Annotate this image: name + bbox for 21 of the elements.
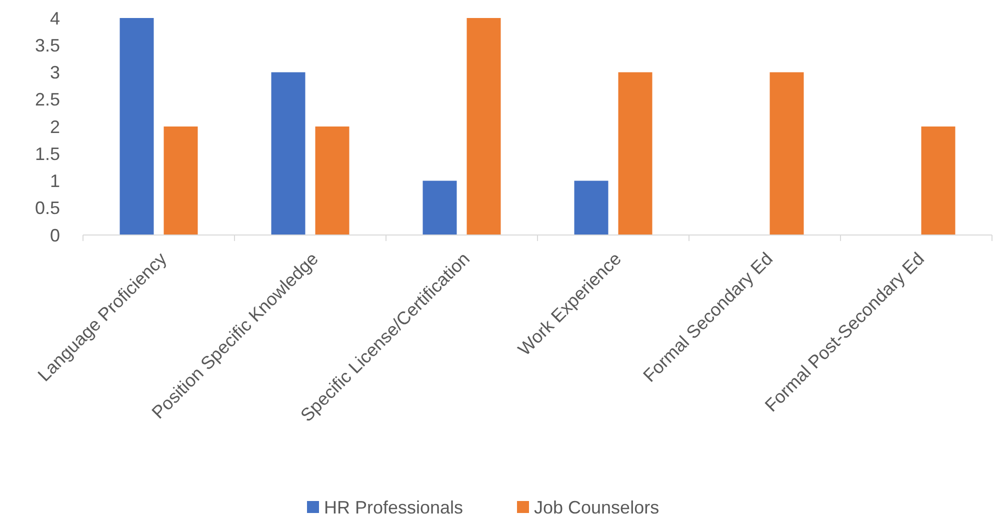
y-tick-label: 0.5	[34, 198, 60, 218]
bar	[574, 180, 608, 235]
bar	[120, 18, 154, 235]
bar	[770, 72, 804, 235]
bar	[422, 180, 457, 235]
y-tick-label: 0	[50, 225, 60, 246]
bar	[164, 126, 198, 235]
bar	[271, 72, 306, 235]
bar	[466, 18, 501, 235]
legend-label: HR Professionals	[324, 497, 464, 518]
bar	[618, 72, 652, 235]
y-tick-label: 1	[50, 171, 60, 192]
bar	[315, 126, 350, 235]
y-tick-label: 2.5	[34, 90, 60, 110]
y-tick-label: 2	[50, 116, 60, 137]
y-tick-label: 4	[50, 8, 60, 28]
legend-label: Job Counselors	[534, 497, 660, 518]
bar	[921, 126, 956, 235]
y-tick-label: 3	[50, 62, 60, 83]
y-tick-label: 3.5	[34, 35, 60, 56]
y-tick-label: 1.5	[34, 144, 60, 164]
